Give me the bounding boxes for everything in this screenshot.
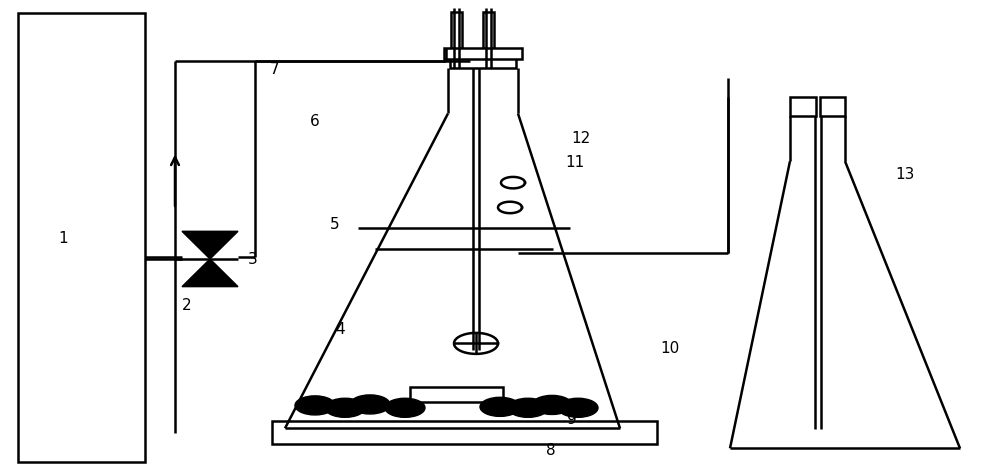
Circle shape [532,396,572,415]
Text: 1: 1 [58,230,68,246]
Bar [18,14,145,462]
Bar [451,13,462,51]
Text: 6: 6 [310,114,320,129]
Text: 12: 12 [571,130,590,146]
Circle shape [295,396,335,415]
Bar [450,51,516,69]
Circle shape [350,395,390,414]
Bar [820,98,845,117]
Circle shape [558,398,598,417]
Circle shape [385,398,425,417]
Bar [483,13,494,51]
Text: 9: 9 [567,411,577,426]
Text: 5: 5 [330,216,340,231]
Bar [790,98,816,117]
Circle shape [508,398,548,417]
Circle shape [325,398,365,417]
Text: 2: 2 [182,297,192,312]
Text: 10: 10 [660,340,679,355]
Circle shape [480,397,520,416]
Text: 13: 13 [895,166,914,181]
Text: 11: 11 [565,154,584,169]
Text: 8: 8 [546,442,556,457]
Text: 3: 3 [248,252,258,267]
Polygon shape [182,259,238,287]
Bar [272,421,657,444]
Bar [410,387,503,402]
Text: 4: 4 [335,321,345,336]
Polygon shape [182,232,238,259]
Bar [444,49,522,60]
Text: 7: 7 [270,61,280,77]
